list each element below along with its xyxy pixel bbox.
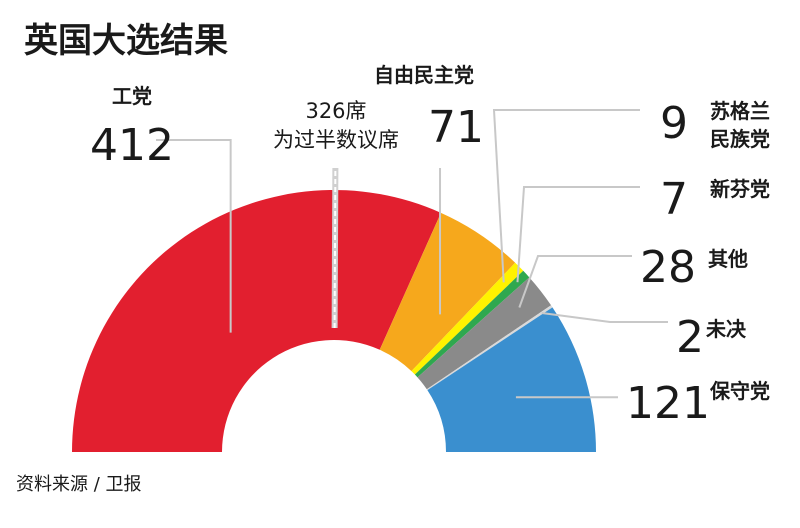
label-conservative: 保守党 (709, 379, 770, 403)
leader-line-3 (516, 186, 640, 283)
leader-line-0 (156, 139, 232, 333)
label-labour: 工党 (112, 84, 152, 108)
value-conservative: 121 (626, 378, 710, 429)
label-snp-line2: 民族党 (710, 127, 770, 151)
majority-value: 326席 (305, 99, 366, 123)
slice-3 (414, 270, 530, 378)
slice-0 (72, 190, 441, 452)
label-undecided: 未决 (706, 317, 747, 341)
slice-5 (426, 305, 553, 391)
source-note: 资料来源 / 卫报 (16, 474, 142, 495)
value-others: 28 (640, 242, 696, 293)
value-sinnfein: 7 (660, 174, 688, 225)
value-libdem: 71 (428, 102, 484, 153)
slice-1 (379, 212, 516, 372)
value-snp: 9 (660, 98, 688, 149)
majority-line-dash (333, 167, 337, 329)
slice-6 (427, 307, 596, 452)
slice-2 (411, 262, 524, 375)
slice-group (72, 190, 596, 452)
chart-title: 英国大选结果 (24, 21, 228, 61)
leader-line-2 (492, 109, 640, 283)
label-sinnfein: 新芬党 (710, 177, 770, 201)
majority-text: 为过半数议席 (273, 128, 399, 152)
label-libdem: 自由民主党 (374, 63, 474, 87)
leader-lines (156, 109, 668, 399)
label-others: 其他 (708, 247, 748, 271)
leader-line-4 (518, 255, 632, 308)
leader-line-5 (541, 311, 668, 323)
label-snp-line1: 苏格兰 (710, 99, 770, 123)
value-undecided: 2 (676, 312, 704, 363)
slice-4 (417, 277, 552, 390)
value-labour: 412 (90, 120, 174, 171)
